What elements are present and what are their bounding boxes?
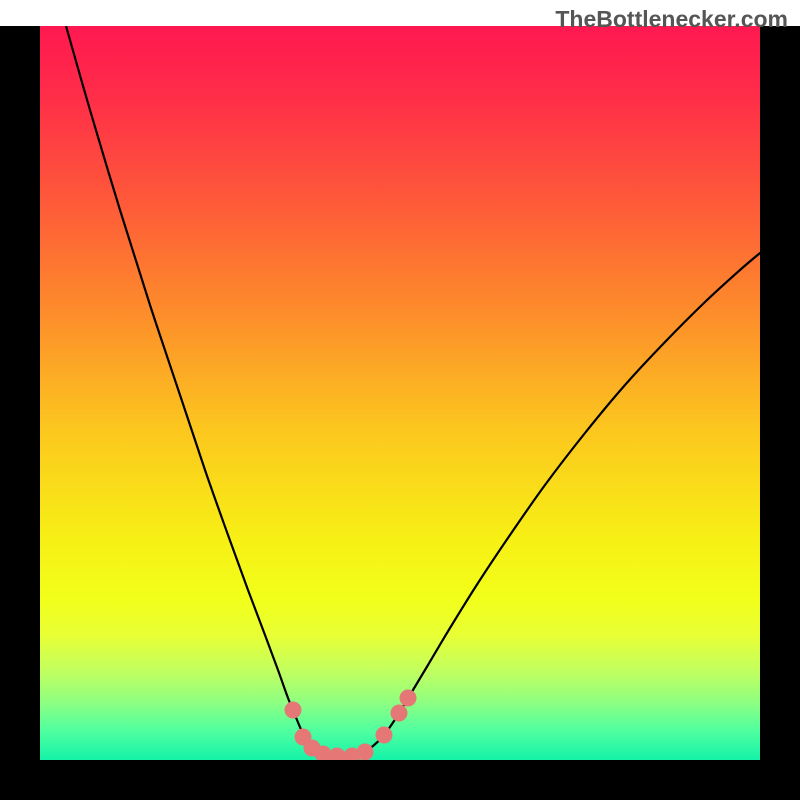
watermark-text: TheBottlenecker.com bbox=[555, 6, 788, 33]
data-marker bbox=[285, 702, 302, 719]
chart-svg bbox=[0, 0, 800, 800]
frame-left bbox=[0, 26, 40, 800]
frame-right bbox=[760, 26, 800, 800]
data-marker bbox=[357, 744, 374, 761]
chart-container: TheBottlenecker.com bbox=[0, 0, 800, 800]
data-marker bbox=[391, 705, 408, 722]
frame-bottom bbox=[0, 760, 800, 800]
data-marker bbox=[400, 690, 417, 707]
data-marker bbox=[376, 727, 393, 744]
gradient-background bbox=[40, 26, 760, 760]
